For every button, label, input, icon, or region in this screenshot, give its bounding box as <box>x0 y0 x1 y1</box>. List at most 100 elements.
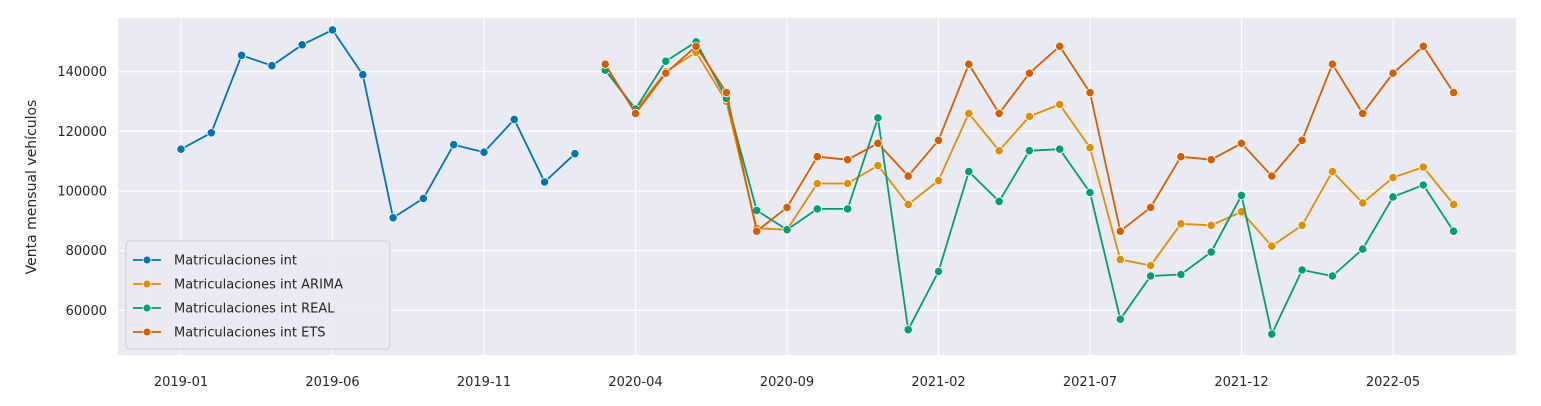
data-point <box>297 40 307 50</box>
data-point <box>1358 108 1368 119</box>
data-point <box>358 70 368 80</box>
data-point <box>903 325 913 335</box>
legend-item: Matriculaciones int REAL <box>133 302 335 317</box>
data-point <box>1024 111 1035 122</box>
x-tick-label: 2021-07 <box>1063 375 1117 390</box>
legend-label: Matriculaciones int ARIMA <box>174 278 343 293</box>
y-tick-label: 140000 <box>57 65 107 80</box>
data-point <box>873 161 883 171</box>
data-point <box>1327 271 1338 281</box>
data-point <box>1115 255 1125 265</box>
data-point <box>1388 192 1398 202</box>
data-point <box>1267 241 1277 251</box>
data-point <box>782 202 792 212</box>
series-line <box>180 28 576 219</box>
data-point <box>509 114 519 125</box>
data-point <box>1146 271 1156 281</box>
legend: Matriculaciones int Matriculaciones int A… <box>125 240 391 350</box>
data-point <box>994 108 1004 119</box>
data-point <box>1024 68 1035 78</box>
data-point <box>1449 226 1459 236</box>
legend-swatch-marker <box>142 255 152 265</box>
data-point <box>873 113 883 123</box>
x-tick-label: 2020-04 <box>608 375 662 390</box>
series-1 <box>176 25 580 223</box>
data-point <box>1327 59 1338 69</box>
data-point <box>842 204 853 214</box>
legend-label: Matriculaciones int REAL <box>174 302 335 317</box>
data-point <box>1418 180 1428 190</box>
data-point <box>1055 41 1065 51</box>
data-point <box>1388 68 1398 78</box>
data-point <box>479 147 489 157</box>
data-point <box>1115 226 1125 236</box>
data-point <box>1176 219 1186 229</box>
data-point <box>691 41 701 51</box>
data-point <box>1358 244 1368 254</box>
data-point <box>1418 162 1428 172</box>
series-layer <box>176 25 1459 339</box>
x-tick-label: 2019-11 <box>457 375 511 390</box>
data-point <box>1146 202 1156 212</box>
data-point <box>842 178 853 189</box>
data-point <box>1115 314 1125 324</box>
data-point <box>752 205 762 215</box>
data-point <box>933 135 944 145</box>
data-point <box>630 108 641 119</box>
data-point <box>782 225 792 235</box>
data-point <box>903 199 913 209</box>
data-point <box>176 144 186 154</box>
legend-box <box>125 240 391 350</box>
data-point <box>933 266 944 277</box>
data-point <box>721 88 732 98</box>
legend-swatch-marker <box>142 279 152 289</box>
data-point <box>539 177 550 187</box>
data-point <box>1206 220 1216 230</box>
data-point <box>842 155 853 165</box>
x-tick-label: 2022-05 <box>1366 375 1420 390</box>
data-point <box>267 61 277 71</box>
data-point <box>1176 152 1186 162</box>
data-point <box>752 226 762 236</box>
data-point <box>812 178 822 189</box>
data-point <box>1449 88 1459 98</box>
data-point <box>1297 265 1307 275</box>
y-tick-label: 60000 <box>66 304 107 319</box>
data-point <box>1206 155 1216 165</box>
y-axis-label: Venta mensual vehículos <box>24 100 40 275</box>
data-point <box>1085 187 1095 198</box>
legend-label: Matriculaciones int ETS <box>174 326 326 341</box>
y-tick-label: 120000 <box>57 125 107 140</box>
data-point <box>1146 260 1156 271</box>
data-point <box>994 146 1004 156</box>
data-point <box>1388 173 1398 183</box>
data-point <box>1055 99 1065 110</box>
data-point <box>327 25 338 35</box>
data-point <box>964 167 974 177</box>
data-point <box>388 213 398 223</box>
data-point <box>812 204 822 214</box>
data-point <box>1024 146 1035 156</box>
data-point <box>237 50 247 60</box>
data-point <box>449 140 459 150</box>
data-point <box>1206 247 1216 257</box>
data-point <box>1418 41 1428 51</box>
data-point <box>1236 190 1247 200</box>
data-point <box>1176 269 1186 280</box>
data-point <box>933 175 944 186</box>
data-point <box>964 59 974 69</box>
x-tick-label: 2019-01 <box>154 375 208 390</box>
data-point <box>1267 329 1277 339</box>
y-tick-label: 100000 <box>57 184 107 199</box>
data-point <box>1358 198 1368 208</box>
data-point <box>206 128 216 138</box>
x-tick-label: 2020-09 <box>760 375 814 390</box>
data-point <box>1267 171 1277 181</box>
data-point <box>661 68 671 78</box>
data-point <box>964 108 974 119</box>
y-tick-label: 80000 <box>66 244 107 259</box>
data-point <box>570 149 580 159</box>
data-point <box>1055 144 1065 154</box>
x-tick-label: 2019-06 <box>305 375 359 390</box>
